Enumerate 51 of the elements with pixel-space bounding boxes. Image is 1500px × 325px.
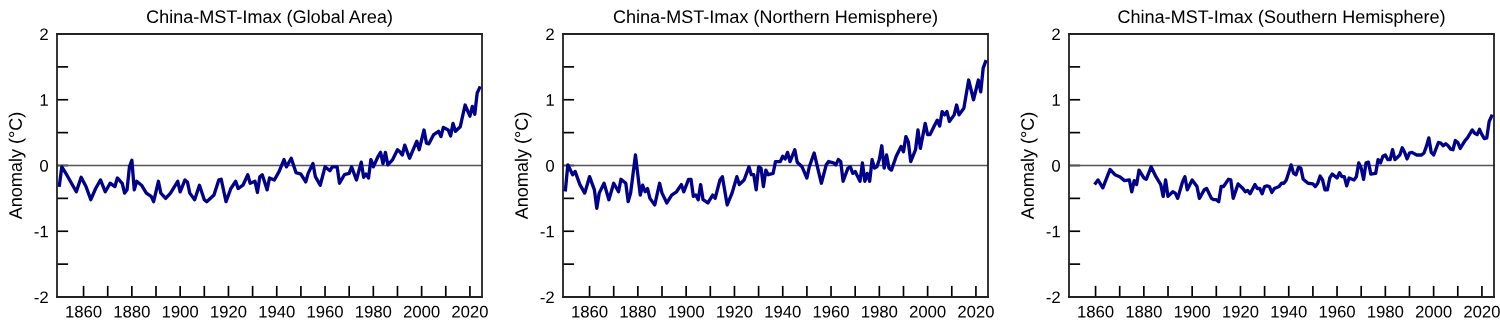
x-tick-label: 1940: [1271, 305, 1307, 318]
y-tick-label: 0: [40, 159, 49, 172]
x-tick-label: 1960: [813, 305, 849, 318]
y-tick-label: -2: [540, 291, 554, 304]
y-axis-title: Anomaly (°C): [8, 112, 26, 220]
y-tick-label: 0: [546, 159, 555, 172]
y-tick-label: -1: [1046, 225, 1060, 238]
y-tick-label: 2: [546, 28, 554, 41]
line-series: [57, 86, 482, 204]
y-axis-title: Anomaly (°C): [514, 112, 532, 220]
x-tick-label: 2000: [403, 305, 440, 318]
x-tick-label: 1920: [717, 305, 753, 318]
y-axis-title: Anomaly (°C): [1020, 112, 1038, 220]
y-tick-label: 1: [1052, 94, 1060, 106]
y-tick-label: 2: [40, 28, 48, 41]
chart-title: China-MST-Imax (Global Area): [147, 9, 392, 27]
y-tick-label: -1: [540, 225, 554, 238]
y-tick-label: -2: [1046, 291, 1060, 304]
y-tick-label: 0: [1052, 159, 1061, 172]
x-tick-label: 1920: [211, 305, 247, 318]
x-tick-label: 1900: [1174, 305, 1211, 318]
x-tick-label: 1900: [162, 305, 199, 318]
x-tick-label: 1880: [620, 305, 656, 318]
y-tick-label: -1: [34, 225, 48, 238]
line-series: [563, 59, 988, 210]
y-tick-label: 1: [40, 94, 48, 106]
x-tick-label: 1880: [114, 305, 150, 318]
x-tick-label: 1900: [668, 305, 705, 318]
x-tick-label: 1860: [572, 305, 608, 318]
x-tick-label: 1960: [1319, 305, 1355, 318]
x-tick-label: 2020: [958, 305, 994, 318]
y-tick-label: 2: [1052, 28, 1060, 41]
x-tick-label: 2000: [909, 305, 946, 318]
x-tick-label: 2000: [1415, 305, 1452, 318]
x-tick-label: 1940: [259, 305, 295, 318]
line-series: [1093, 114, 1494, 204]
y-tick-label: -2: [34, 291, 48, 304]
chart-title: China-MST-Imax (Southern Hemisphere): [1118, 9, 1445, 27]
x-tick-label: 1980: [1368, 305, 1404, 318]
chart-title: China-MST-Imax (Northern Hemisphere): [613, 9, 937, 27]
y-tick-label: 1: [546, 94, 554, 106]
x-tick-label: 2020: [452, 305, 488, 318]
x-tick-label: 1940: [765, 305, 801, 318]
x-tick-label: 1860: [66, 305, 102, 318]
x-tick-label: 1980: [356, 305, 392, 318]
x-tick-label: 1980: [862, 305, 898, 318]
x-tick-label: 1880: [1126, 305, 1162, 318]
x-tick-label: 1860: [1078, 305, 1114, 318]
x-tick-label: 1960: [307, 305, 343, 318]
x-tick-label: 2020: [1464, 305, 1500, 318]
x-tick-label: 1920: [1223, 305, 1259, 318]
